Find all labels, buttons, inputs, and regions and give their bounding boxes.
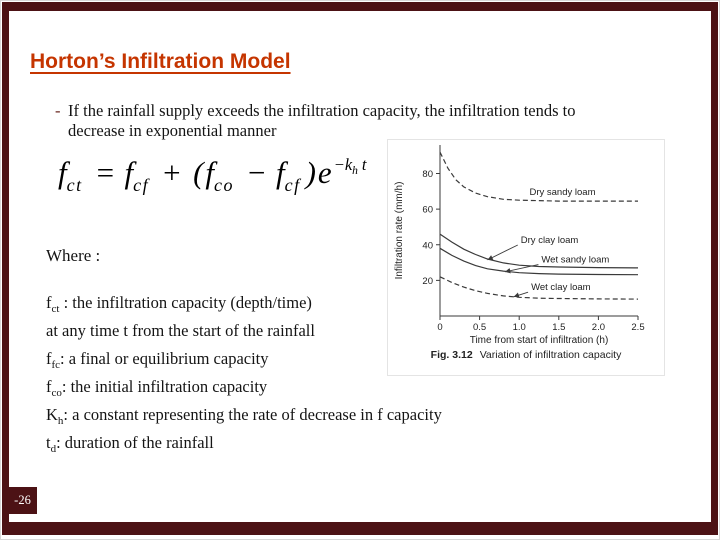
bullet-marker: - xyxy=(55,101,61,120)
eq-open-paren: ( xyxy=(193,155,204,190)
where-label: Where : xyxy=(46,246,101,265)
x-tick-label: 1.0 xyxy=(513,322,526,333)
slide-title: Horton’s Infiltration Model xyxy=(30,50,291,73)
slide-border-top xyxy=(2,2,718,11)
y-tick-label: 80 xyxy=(422,169,433,180)
chart-curve-dry-clay-loam xyxy=(439,233,639,269)
bullet-text: If the rainfall supply exceeds the infil… xyxy=(68,101,576,140)
definition-fct-continued: at any time t from the start of the rain… xyxy=(46,321,315,340)
slide-border-right xyxy=(711,2,718,535)
eq-fcf-1: fcf xyxy=(124,155,150,195)
definition-fct: fct : the infiltration capacity (depth/t… xyxy=(46,293,312,315)
curve-arrow xyxy=(504,264,539,274)
eq-fct: fct xyxy=(58,155,83,195)
eq-e-term: e −kh t xyxy=(317,155,367,190)
definition-fco: fco: the initial infiltration capacity xyxy=(46,377,268,399)
curve-label: Wet sandy loam xyxy=(541,255,609,266)
curve-label: Dry clay loam xyxy=(521,235,579,246)
eq-fco: fco xyxy=(205,155,235,195)
chart-curve-wet-clay-loam xyxy=(439,276,639,300)
curve-arrow xyxy=(487,244,518,261)
definition-ffc: ffc: a final or equilibrium capacity xyxy=(46,349,269,371)
x-tick-label: 1.5 xyxy=(552,322,565,333)
infiltration-figure: 20 40 60 80 0 0.5 1.0 1.5 2.0 2.5 Infiltration rat… xyxy=(387,139,665,376)
eq-fcf-2: fcf xyxy=(275,155,301,195)
infiltration-chart: 20 40 60 80 0 0.5 1.0 1.5 2.0 2.5 Infiltration rat… xyxy=(394,145,645,346)
slide-border-left xyxy=(2,2,9,535)
eq-minus: − xyxy=(246,155,267,190)
eq-equals: = xyxy=(94,155,116,190)
definition-kh: Kh: a constant representing the rate of … xyxy=(46,405,442,427)
x-tick-label: 0 xyxy=(437,322,442,333)
curve-label: Dry sandy loam xyxy=(529,187,595,198)
slide-number: -26 xyxy=(14,493,31,507)
eq-plus: + xyxy=(161,155,183,190)
bullet-item: - If the rainfall supply exceeds the inf… xyxy=(55,101,633,141)
curve-arrow xyxy=(513,291,529,298)
figure-caption: Fig. 3.12 Variation of infiltration capac… xyxy=(388,349,664,361)
horton-equation: fct = fcf + (fco − fcf)e −kh t xyxy=(58,155,367,195)
x-tick-label: 0.5 xyxy=(473,322,486,333)
y-tick-label: 40 xyxy=(422,240,433,251)
x-tick-label: 2.5 xyxy=(631,322,644,333)
figure-caption-number: Fig. 3.12 xyxy=(430,349,473,361)
y-axis-label: Infiltration rate (mm/h) xyxy=(394,182,405,280)
chart-curve-dry-sandy-loam xyxy=(439,151,638,202)
x-axis-label: Time from start of infiltration (h) xyxy=(470,335,609,346)
chart-curve-wet-sandy-loam xyxy=(439,247,639,276)
slide-number-badge: -26 xyxy=(8,487,37,514)
x-tick-label: 2.0 xyxy=(592,322,605,333)
eq-exponent: −kh t xyxy=(333,155,367,177)
slide-border-bottom xyxy=(2,522,718,535)
curve-label: Wet clay loam xyxy=(531,282,591,293)
definition-td: td: duration of the rainfall xyxy=(46,433,214,455)
eq-close-paren: ) xyxy=(305,155,316,190)
figure-caption-text: Variation of infiltration capacity xyxy=(479,349,622,361)
y-tick-label: 60 xyxy=(422,205,433,216)
y-tick-label: 20 xyxy=(422,276,433,287)
definitions-list: fct : the infiltration capacity (depth/t… xyxy=(46,290,442,458)
